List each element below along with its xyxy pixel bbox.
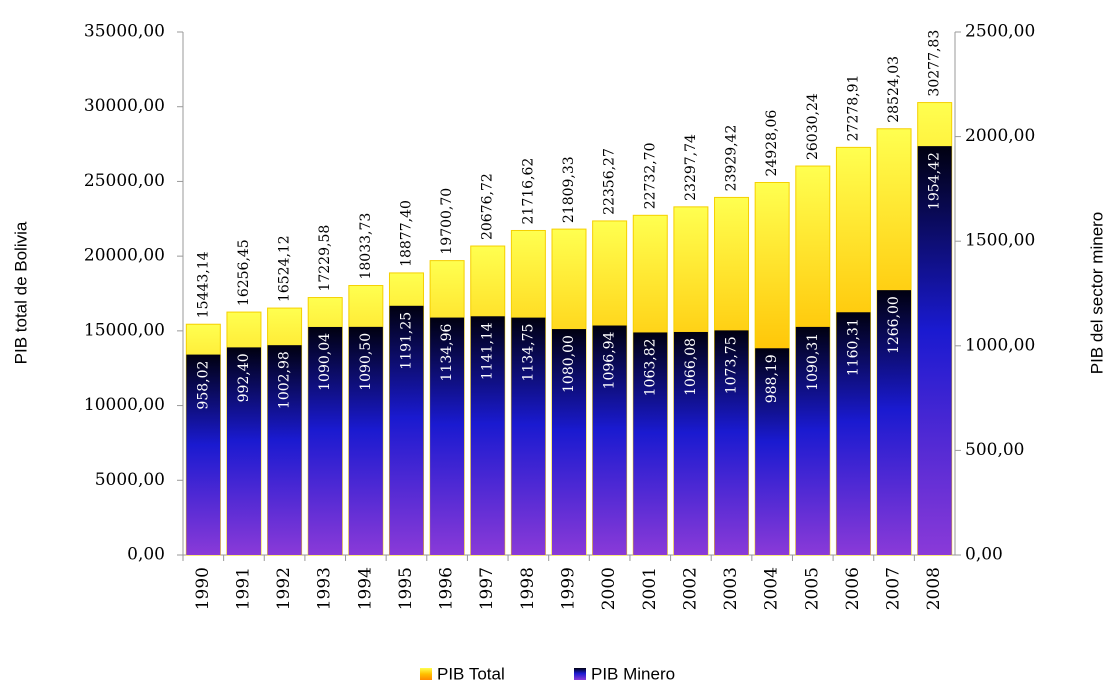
bar-minero [348, 326, 383, 555]
value-label: 1266,00 [886, 296, 902, 354]
value-label: 1063,82 [642, 338, 658, 396]
value-label: 21809,33 [561, 156, 577, 223]
y-tick-label: 30000,00 [84, 96, 165, 116]
value-label: 17229,58 [317, 225, 333, 292]
y-tick-label: 5000,00 [95, 470, 165, 490]
bar-minero [267, 345, 302, 555]
x-tick-label: 2006 [843, 567, 863, 610]
value-label: 958,02 [195, 361, 211, 410]
y2-axis-title: PIB del sector minero [1087, 212, 1106, 375]
legend-label: PIB Minero [591, 664, 675, 683]
value-label: 1073,75 [724, 336, 740, 394]
x-tick-label: 2008 [924, 567, 944, 610]
value-label: 1096,94 [602, 331, 618, 389]
value-label: 992,40 [236, 353, 252, 402]
x-tick-label: 1995 [396, 567, 416, 610]
value-label: 23929,42 [724, 125, 740, 192]
x-tick-label: 2003 [721, 567, 741, 610]
value-label: 20676,72 [480, 173, 496, 240]
value-label: 16256,45 [236, 239, 252, 306]
y2-tick-label: 500,00 [965, 440, 1024, 460]
y2-tick-label: 1000,00 [965, 335, 1035, 355]
legend-label: PIB Total [437, 664, 505, 683]
legend-swatch [574, 668, 586, 680]
value-label: 28524,03 [886, 56, 902, 123]
bar-minero [755, 348, 790, 555]
y-axis-title: PIB total de Bolivia [11, 221, 30, 364]
bar-minero [877, 290, 912, 555]
bar-minero [430, 317, 465, 555]
x-tick-label: 1996 [437, 567, 457, 610]
bar-minero [308, 326, 343, 555]
value-label: 21716,62 [520, 158, 536, 225]
y-tick-label: 15000,00 [84, 320, 165, 340]
y2-tick-label: 0,00 [965, 545, 1003, 565]
value-label: 16524,12 [277, 235, 293, 302]
value-label: 1002,98 [277, 351, 293, 409]
bar-minero [673, 331, 708, 555]
value-label: 18877,40 [398, 200, 414, 267]
bar-minero [917, 146, 952, 556]
bar-minero [633, 332, 668, 555]
x-tick-label: 2001 [640, 567, 660, 610]
x-tick-label: 1997 [477, 567, 497, 610]
value-label: 1090,04 [317, 333, 333, 391]
y-tick-label: 35000,00 [84, 22, 165, 42]
value-label: 30277,83 [927, 30, 943, 97]
value-label: 22732,70 [642, 142, 658, 209]
x-tick-label: 2000 [599, 567, 619, 610]
x-tick-label: 1994 [355, 567, 375, 610]
bar-minero [836, 312, 871, 555]
x-tick-label: 2002 [680, 567, 700, 610]
x-tick-label: 1993 [315, 567, 335, 610]
value-label: 1954,42 [927, 152, 943, 210]
value-label: 18033,73 [358, 213, 374, 280]
bar-minero [714, 330, 749, 555]
bar-minero [552, 329, 586, 555]
x-tick-label: 1998 [518, 567, 538, 610]
y-tick-label: 20000,00 [84, 246, 165, 266]
bar-minero [389, 305, 424, 555]
x-tick-label: 1991 [233, 567, 253, 610]
value-label: 1134,96 [439, 323, 455, 381]
x-tick-label: 1990 [193, 567, 213, 610]
y2-tick-label: 2500,00 [965, 22, 1035, 42]
value-label: 19700,70 [439, 188, 455, 255]
x-tick-label: 2007 [884, 567, 904, 610]
legend-swatch [420, 668, 432, 680]
x-tick-label: 2005 [802, 567, 822, 610]
value-label: 23297,74 [683, 134, 699, 201]
value-label: 27278,91 [845, 75, 861, 142]
y-tick-label: 0,00 [127, 545, 165, 565]
value-label: 1080,00 [561, 335, 577, 393]
bar-minero [795, 326, 830, 555]
value-label: 22356,27 [602, 148, 618, 215]
y2-tick-label: 1500,00 [965, 231, 1035, 251]
x-tick-label: 1992 [274, 567, 294, 610]
value-label: 1090,50 [358, 333, 374, 391]
value-label: 1160,31 [845, 318, 861, 376]
y-tick-label: 10000,00 [84, 395, 165, 415]
bar-minero [511, 317, 546, 555]
bar-minero [470, 316, 505, 555]
value-label: 1141,14 [480, 322, 496, 380]
value-label: 1191,25 [398, 312, 414, 370]
bar-minero [186, 354, 221, 555]
value-label: 1066,08 [683, 338, 699, 396]
x-tick-label: 2004 [762, 567, 782, 610]
value-label: 988,19 [764, 354, 780, 403]
value-label: 1090,31 [805, 333, 821, 391]
y-tick-label: 25000,00 [84, 171, 165, 191]
x-tick-label: 1999 [559, 567, 579, 610]
value-label: 1134,75 [520, 324, 536, 382]
value-label: 26030,24 [805, 93, 821, 160]
value-label: 15443,14 [195, 251, 211, 318]
value-label: 24928,06 [764, 110, 780, 177]
bar-minero [592, 325, 627, 555]
y2-tick-label: 2000,00 [965, 126, 1035, 146]
bar-minero [226, 347, 261, 555]
